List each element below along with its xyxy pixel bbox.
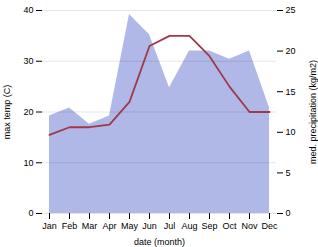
svg-text:40: 40 — [23, 5, 33, 15]
svg-text:10: 10 — [23, 158, 33, 168]
svg-text:med. precipitation (kg/m2): med. precipitation (kg/m2) — [308, 60, 318, 164]
svg-text:Jan: Jan — [42, 221, 57, 231]
svg-text:Aug: Aug — [181, 221, 197, 231]
svg-text:Feb: Feb — [62, 221, 78, 231]
svg-text:date (month): date (month) — [134, 237, 185, 247]
svg-text:5: 5 — [286, 168, 291, 178]
svg-text:Apr: Apr — [102, 221, 116, 231]
svg-text:Mar: Mar — [82, 221, 98, 231]
svg-text:Sep: Sep — [201, 221, 217, 231]
svg-text:max temp (C): max temp (C) — [2, 85, 12, 140]
svg-text:0: 0 — [28, 208, 33, 218]
svg-text:Nov: Nov — [241, 221, 258, 231]
svg-text:Dec: Dec — [261, 221, 278, 231]
svg-text:30: 30 — [23, 56, 33, 66]
svg-text:Jun: Jun — [142, 221, 157, 231]
svg-text:Jul: Jul — [164, 221, 176, 231]
svg-text:25: 25 — [286, 5, 296, 15]
svg-text:20: 20 — [286, 46, 296, 56]
svg-text:10: 10 — [286, 127, 296, 137]
svg-text:May: May — [121, 221, 139, 231]
svg-text:0: 0 — [286, 208, 291, 218]
svg-text:20: 20 — [23, 107, 33, 117]
svg-text:15: 15 — [286, 87, 296, 97]
svg-text:Oct: Oct — [222, 221, 237, 231]
